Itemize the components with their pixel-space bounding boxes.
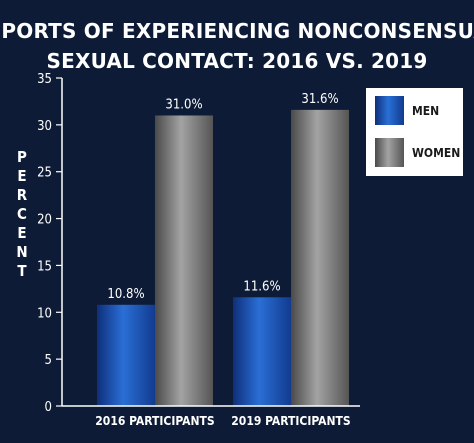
y-tick-label: 30 — [37, 119, 52, 134]
y-axis-label-letter: N — [16, 243, 27, 261]
y-axis-label-letter: T — [17, 262, 27, 280]
legend-swatch-men — [375, 96, 404, 125]
bar-women — [291, 109, 349, 406]
y-axis-label-letter: E — [17, 167, 26, 185]
bar-value-label: 31.6% — [301, 92, 338, 107]
bar-value-label: 31.0% — [165, 97, 202, 112]
y-axis-ticks: 0 5 10 15 20 25 30 35 — [37, 72, 62, 415]
y-tick-label: 0 — [45, 400, 52, 415]
bar-men — [97, 304, 155, 406]
legend-label-women: WOMEN — [412, 146, 460, 160]
y-tick-label: 5 — [45, 353, 52, 368]
y-axis-label-letter: E — [17, 224, 26, 242]
bar-men — [233, 297, 291, 406]
bar-value-label: 11.6% — [243, 279, 280, 294]
category-label: 2019 PARTICIPANTS — [231, 414, 350, 428]
legend: MEN WOMEN — [366, 88, 463, 176]
category-labels: 2016 PARTICIPANTS 2019 PARTICIPANTS — [95, 414, 350, 428]
y-axis-label-letter: P — [17, 148, 27, 166]
chart-title-line-1: REPORTS OF EXPERIENCING NONCONSENSUAL — [0, 19, 474, 43]
y-tick-label: 35 — [37, 72, 52, 87]
y-axis-label-letter: C — [17, 205, 27, 223]
bars — [97, 109, 349, 406]
bar-value-label: 10.8% — [107, 287, 144, 302]
y-tick-label: 20 — [37, 213, 52, 228]
chart-title-line-2: SEXUAL CONTACT: 2016 VS. 2019 — [46, 49, 427, 73]
y-tick-label: 15 — [37, 259, 52, 274]
category-label: 2016 PARTICIPANTS — [95, 414, 214, 428]
legend-label-men: MEN — [412, 104, 439, 118]
y-tick-label: 10 — [37, 306, 52, 321]
bar-value-labels: 10.8% 31.0% 11.6% 31.6% — [107, 92, 338, 302]
legend-swatch-women — [375, 138, 404, 167]
y-axis-label-letter: R — [17, 186, 28, 204]
y-tick-label: 25 — [37, 166, 52, 181]
bar-women — [155, 115, 213, 406]
